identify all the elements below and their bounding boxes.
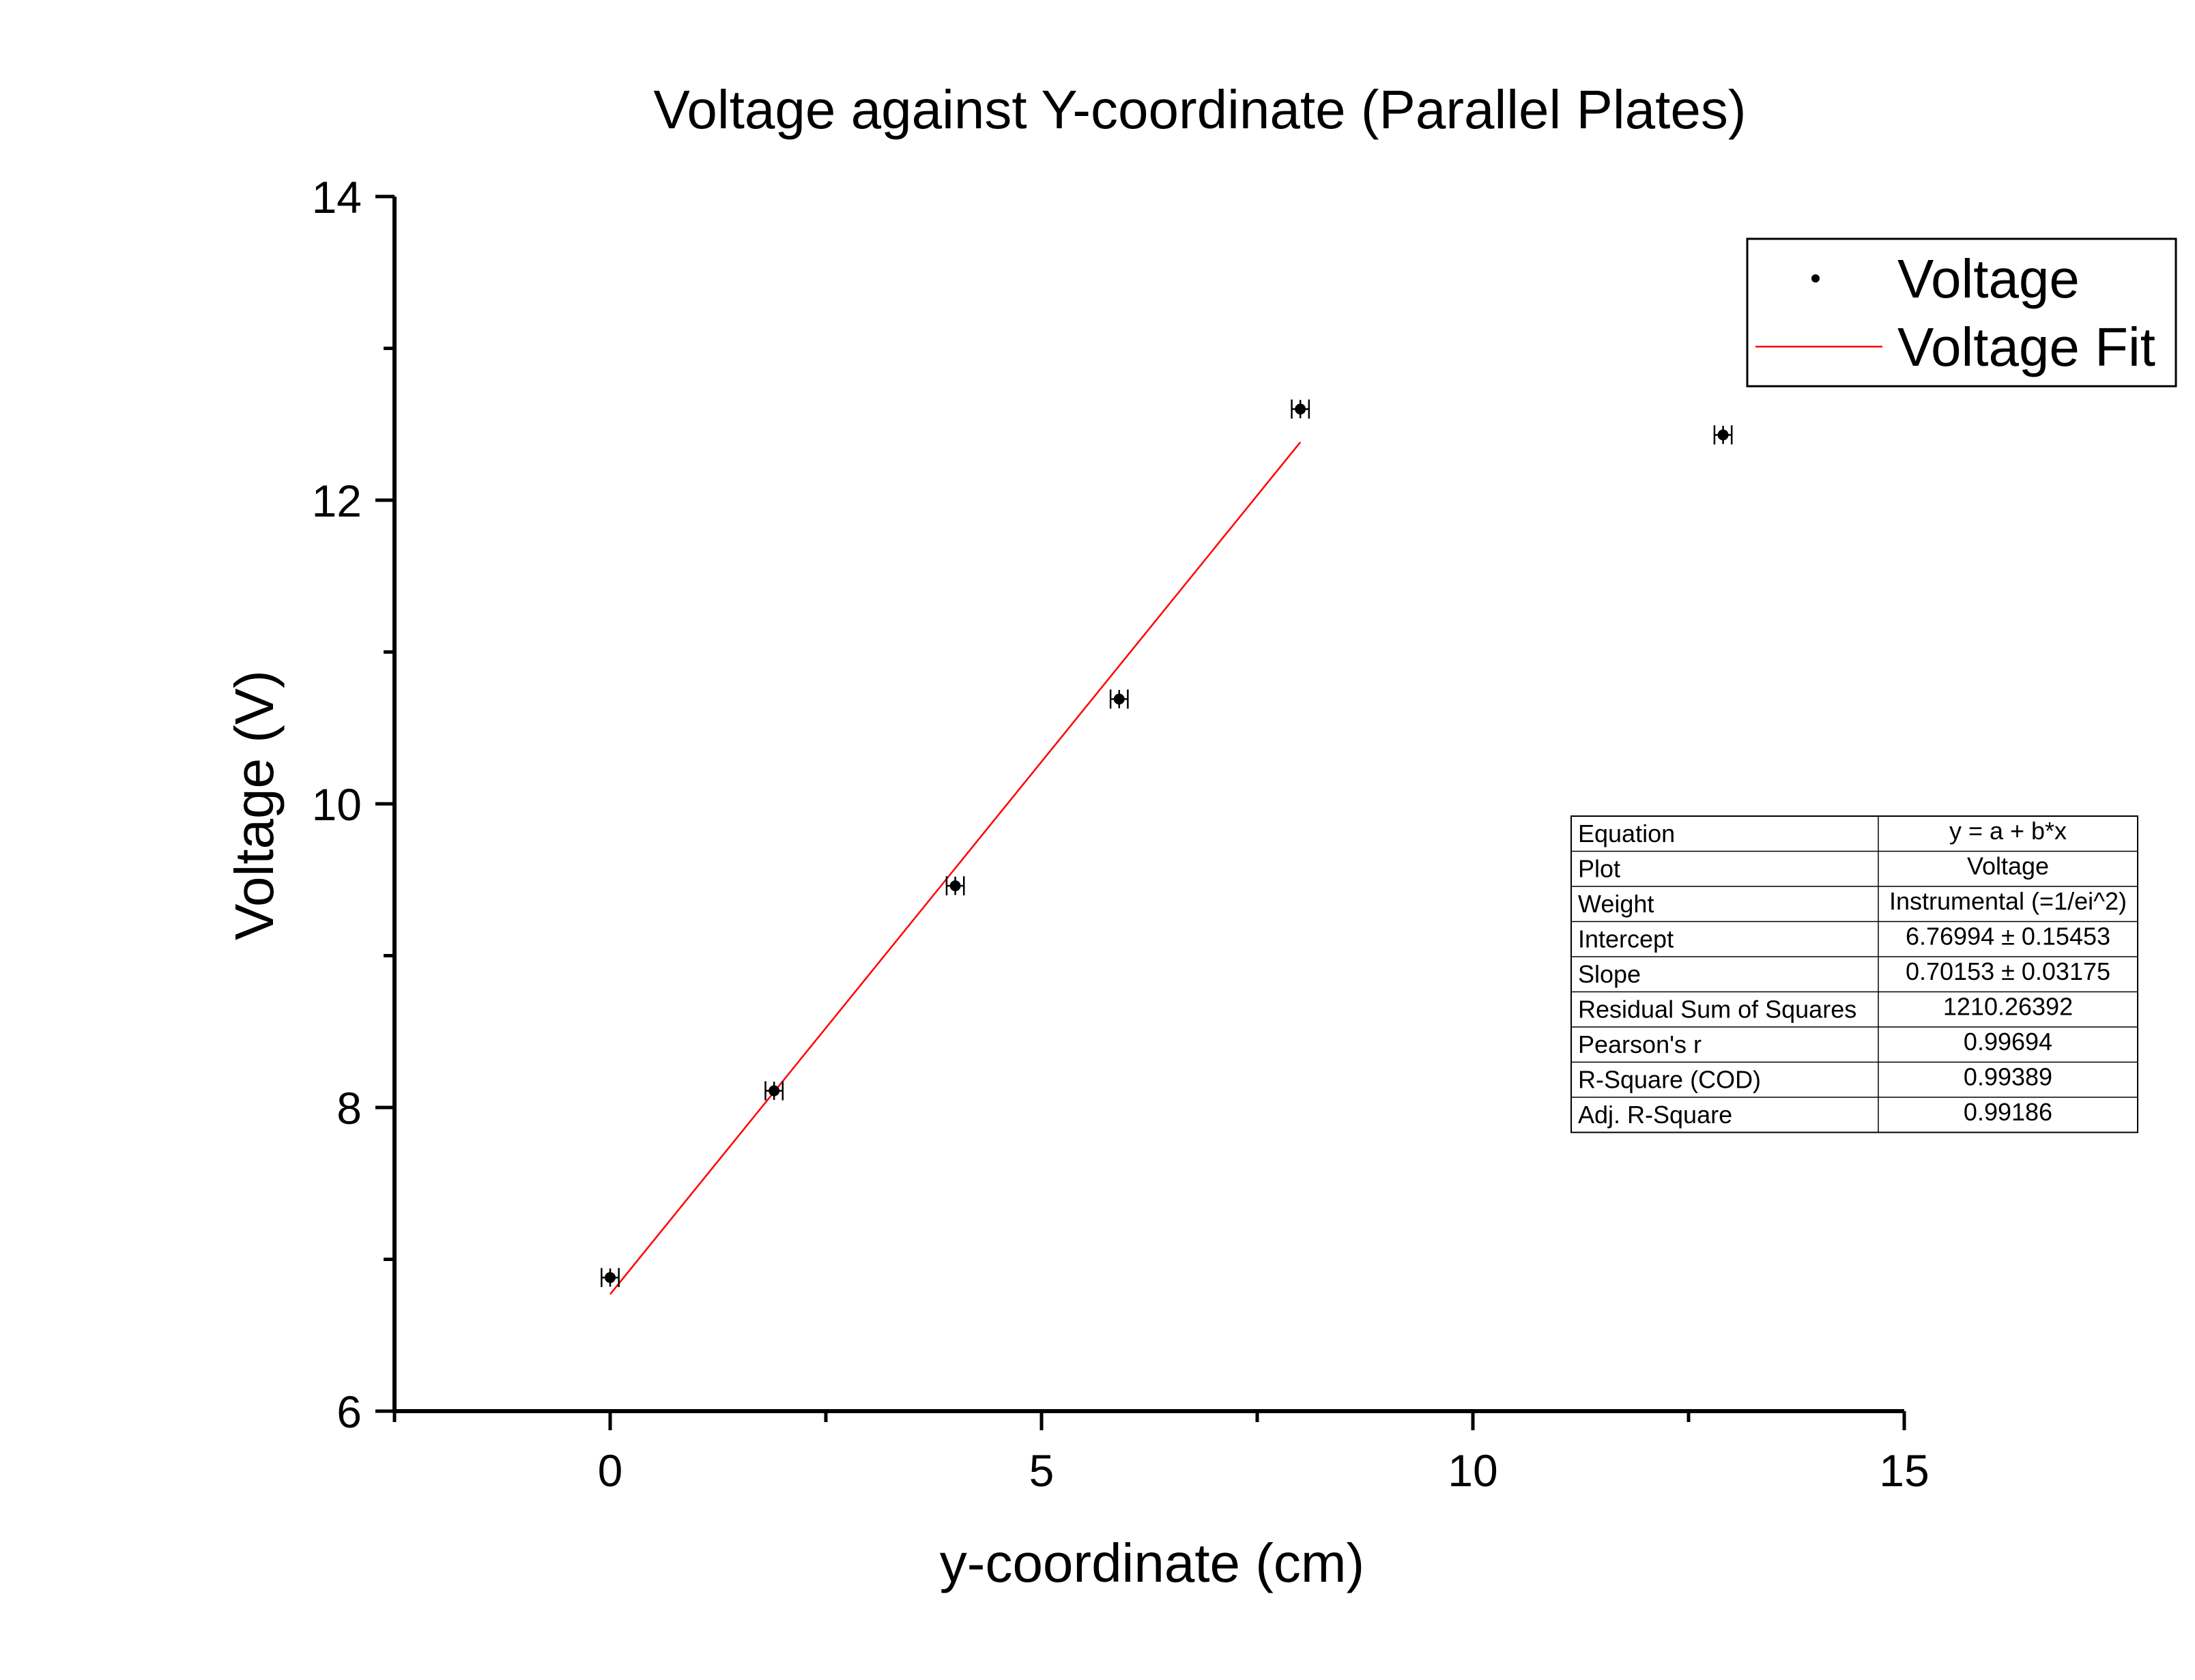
y-tick-label: 8 xyxy=(336,1083,362,1133)
legend-marker-voltage xyxy=(1811,274,1820,283)
legend-label-fit: Voltage Fit xyxy=(1897,317,2155,377)
stats-key: Adj. R-Square xyxy=(1578,1101,1732,1129)
data-point-group xyxy=(764,1081,784,1101)
y-ticks: 6 8 10 12 14 xyxy=(312,172,394,1437)
chart-title: Voltage against Y-coordinate (Parallel P… xyxy=(653,79,1746,140)
x-tick-label: 5 xyxy=(1029,1445,1055,1496)
data-point-group xyxy=(1713,425,1733,445)
axes xyxy=(392,197,1904,1413)
stats-key: Weight xyxy=(1578,890,1654,918)
stats-value: 0.99694 xyxy=(1964,1028,2052,1056)
points-layer xyxy=(601,399,1733,1288)
stats-table: Equation y = a + b*x Plot Voltage Weight Inst… xyxy=(1570,815,2138,1133)
x-ticks: 0 5 10 15 xyxy=(392,1411,1929,1496)
data-point-group xyxy=(601,1268,620,1288)
x-tick-label: 15 xyxy=(1879,1445,1929,1496)
x-tick-label: 10 xyxy=(1448,1445,1497,1496)
stats-key: Equation xyxy=(1578,820,1675,848)
fit-layer xyxy=(609,441,1302,1295)
stats-key: Pearson's r xyxy=(1578,1030,1702,1058)
stats-value: Instrumental (=1/ei^2) xyxy=(1889,887,2127,915)
x-axis-label: y-coordinate (cm) xyxy=(940,1533,1364,1593)
data-point xyxy=(769,1085,780,1097)
y-axis-label: Voltage (V) xyxy=(224,670,285,940)
stats-key: Residual Sum of Squares xyxy=(1578,995,1856,1023)
stats-table-frame xyxy=(1570,815,2138,1133)
data-point xyxy=(1113,693,1125,705)
data-point-group xyxy=(1109,689,1129,709)
data-point-group xyxy=(945,876,965,896)
data-point-group xyxy=(1291,399,1310,419)
legend-box xyxy=(1746,237,2177,388)
x-tick-label: 0 xyxy=(598,1445,623,1496)
stats-key: Intercept xyxy=(1578,925,1674,953)
y-tick-label: 14 xyxy=(312,172,362,222)
stats-value: 0.99186 xyxy=(1964,1098,2052,1126)
legend: Voltage Voltage Fit xyxy=(1746,237,2177,388)
y-tick-label: 10 xyxy=(312,779,362,830)
stats-value: Voltage xyxy=(1967,852,2049,880)
stats-key: R-Square (COD) xyxy=(1578,1065,1761,1093)
stats-key: Slope xyxy=(1578,960,1641,988)
stats-value: y = a + b*x xyxy=(1949,817,2067,845)
y-tick-label: 6 xyxy=(336,1387,362,1437)
data-point xyxy=(1295,403,1306,415)
stats-value: 0.99389 xyxy=(1964,1062,2052,1090)
data-point xyxy=(605,1272,616,1284)
data-point xyxy=(1717,429,1729,441)
stats-value: 0.70153 ± 0.03175 xyxy=(1906,957,2110,985)
stats-value: 6.76994 ± 0.15453 xyxy=(1906,922,2110,950)
legend-label-voltage: Voltage xyxy=(1897,248,2080,309)
stats-key: Plot xyxy=(1578,854,1620,882)
y-tick-label: 12 xyxy=(312,476,362,526)
data-point xyxy=(949,880,961,892)
fit-line xyxy=(609,441,1302,1295)
stats-value: 1210.26392 xyxy=(1943,992,2073,1020)
